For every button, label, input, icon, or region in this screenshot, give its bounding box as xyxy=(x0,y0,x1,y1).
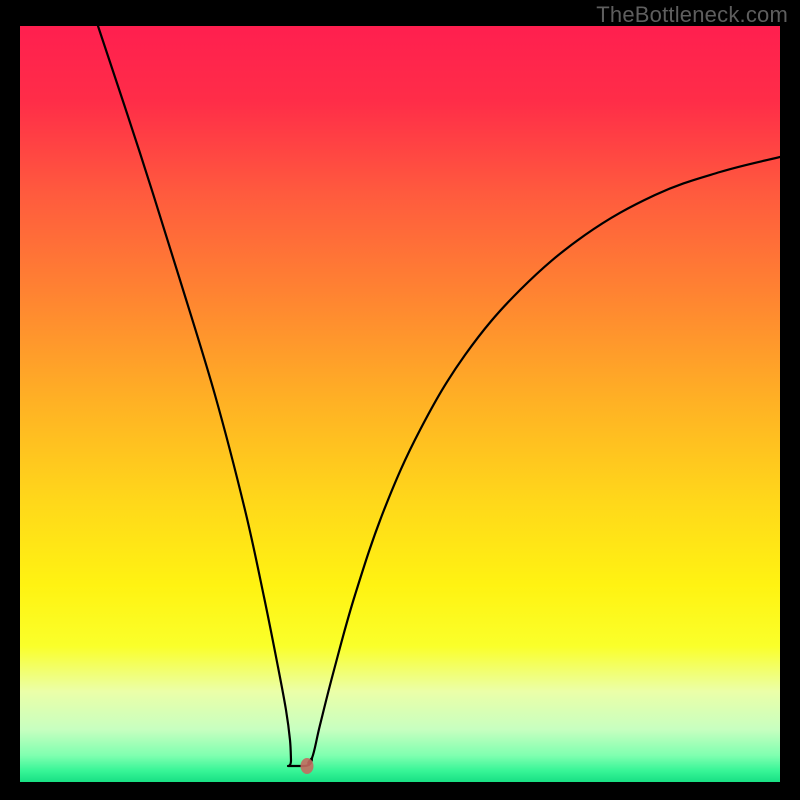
chart-container: TheBottleneck.com xyxy=(0,0,800,800)
bottleneck-chart xyxy=(0,0,800,800)
gradient-plot-area xyxy=(20,26,780,782)
watermark-text: TheBottleneck.com xyxy=(596,2,788,28)
valley-marker xyxy=(301,758,314,774)
